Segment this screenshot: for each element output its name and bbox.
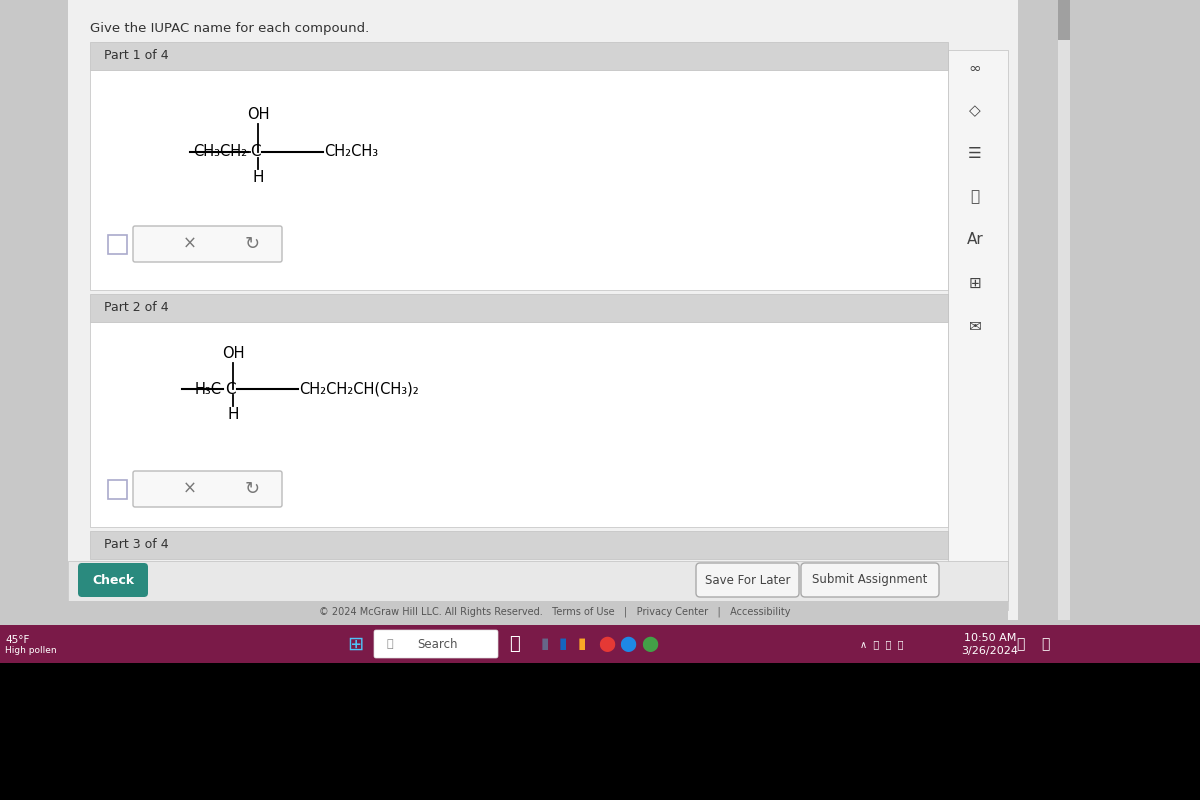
Text: C: C: [224, 382, 235, 397]
Text: Check: Check: [92, 574, 134, 586]
Text: ⬤: ⬤: [619, 636, 636, 652]
FancyBboxPatch shape: [802, 563, 940, 597]
Text: ×: ×: [184, 480, 197, 498]
Text: ✉: ✉: [968, 318, 982, 334]
FancyBboxPatch shape: [78, 563, 148, 597]
FancyBboxPatch shape: [90, 294, 948, 322]
Text: Give the IUPAC name for each compound.: Give the IUPAC name for each compound.: [90, 22, 370, 35]
Text: Save For Later: Save For Later: [706, 574, 791, 586]
Text: ↻: ↻: [245, 235, 259, 253]
FancyBboxPatch shape: [696, 563, 799, 597]
Text: Search: Search: [416, 638, 457, 650]
Text: © 2024 McGraw Hill LLC. All Rights Reserved.   Terms of Use   |   Privacy Center: © 2024 McGraw Hill LLC. All Rights Reser…: [319, 606, 791, 618]
Text: ∧  🔊  📶  🔋: ∧ 🔊 📶 🔋: [860, 639, 904, 649]
FancyBboxPatch shape: [68, 0, 1018, 620]
FancyBboxPatch shape: [108, 480, 127, 499]
FancyBboxPatch shape: [0, 663, 1200, 800]
Text: Part 2 of 4: Part 2 of 4: [104, 301, 169, 314]
Text: 10:50 AM: 10:50 AM: [964, 633, 1016, 643]
FancyBboxPatch shape: [68, 601, 1008, 623]
Text: H: H: [227, 407, 239, 422]
FancyBboxPatch shape: [90, 42, 948, 70]
FancyBboxPatch shape: [374, 630, 498, 658]
Text: ◇: ◇: [970, 103, 980, 118]
Text: Part 3 of 4: Part 3 of 4: [104, 538, 169, 551]
Text: High pollen: High pollen: [5, 646, 56, 655]
Text: H: H: [252, 170, 264, 185]
Text: Submit Assignment: Submit Assignment: [812, 574, 928, 586]
Text: OH: OH: [247, 107, 269, 122]
FancyBboxPatch shape: [90, 322, 948, 527]
Text: ↻: ↻: [245, 480, 259, 498]
FancyBboxPatch shape: [1058, 0, 1070, 620]
FancyBboxPatch shape: [90, 70, 948, 290]
FancyBboxPatch shape: [1058, 0, 1070, 40]
Text: 📊: 📊: [971, 190, 979, 205]
FancyBboxPatch shape: [90, 531, 948, 559]
FancyBboxPatch shape: [133, 471, 282, 507]
Text: C: C: [250, 145, 260, 159]
Text: ▮: ▮: [559, 637, 568, 651]
FancyBboxPatch shape: [0, 625, 1200, 663]
Text: ☰: ☰: [968, 146, 982, 162]
Text: CH₃CH₂: CH₃CH₂: [193, 145, 247, 159]
FancyBboxPatch shape: [108, 235, 127, 254]
Text: ∞: ∞: [968, 61, 982, 75]
FancyBboxPatch shape: [948, 50, 1008, 610]
Text: ⊞: ⊞: [347, 634, 364, 654]
Text: 📅: 📅: [1040, 637, 1049, 651]
Text: 🔔: 🔔: [1016, 637, 1024, 651]
Text: ▮: ▮: [541, 637, 550, 651]
Text: ×: ×: [184, 235, 197, 253]
Text: 3/26/2024: 3/26/2024: [961, 646, 1019, 656]
Text: H₃C: H₃C: [194, 382, 222, 397]
Text: 45°F: 45°F: [5, 635, 29, 645]
Text: 🎨: 🎨: [510, 635, 521, 653]
Text: CH₂CH₃: CH₂CH₃: [324, 145, 378, 159]
FancyBboxPatch shape: [68, 561, 1008, 601]
Text: Part 1 of 4: Part 1 of 4: [104, 49, 169, 62]
Text: OH: OH: [222, 346, 245, 361]
Text: CH₂CH₂CH(CH₃)₂: CH₂CH₂CH(CH₃)₂: [299, 382, 419, 397]
Text: ⊞: ⊞: [968, 275, 982, 290]
Text: Ar: Ar: [967, 233, 983, 247]
Text: ▮: ▮: [578, 637, 586, 651]
FancyBboxPatch shape: [133, 226, 282, 262]
Text: ⬤: ⬤: [642, 636, 659, 652]
Text: 🔍: 🔍: [386, 639, 394, 649]
Text: ⬤: ⬤: [599, 636, 616, 652]
